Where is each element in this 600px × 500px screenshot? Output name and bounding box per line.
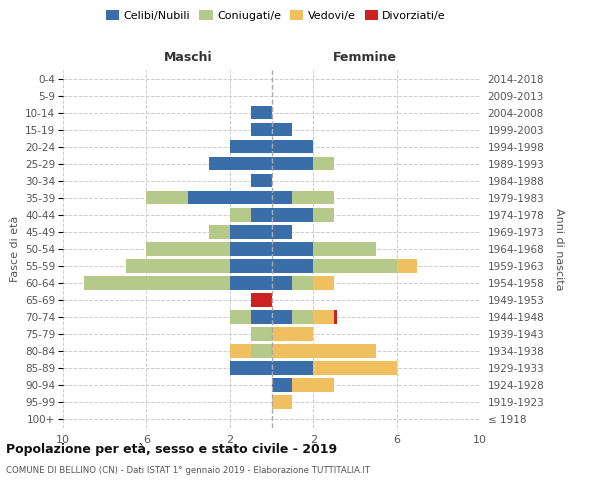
Legend: Celibi/Nubili, Coniugati/e, Vedovi/e, Divorziati/e: Celibi/Nubili, Coniugati/e, Vedovi/e, Di… bbox=[101, 6, 451, 25]
Bar bbox=[84, 276, 230, 289]
Bar bbox=[230, 242, 271, 256]
Bar bbox=[271, 378, 292, 392]
Bar bbox=[251, 344, 271, 358]
Bar bbox=[271, 276, 292, 289]
Y-axis label: Fasce di età: Fasce di età bbox=[10, 216, 20, 282]
Bar bbox=[271, 208, 313, 222]
Text: Popolazione per età, sesso e stato civile - 2019: Popolazione per età, sesso e stato civil… bbox=[6, 442, 337, 456]
Bar bbox=[313, 310, 334, 324]
Bar bbox=[292, 276, 313, 289]
Bar bbox=[125, 259, 230, 272]
Bar bbox=[271, 361, 313, 374]
Bar bbox=[292, 310, 313, 324]
Bar bbox=[251, 174, 271, 188]
Bar bbox=[271, 157, 313, 170]
Bar bbox=[251, 310, 271, 324]
Bar bbox=[188, 191, 271, 204]
Bar bbox=[271, 395, 292, 409]
Bar bbox=[251, 106, 271, 120]
Y-axis label: Anni di nascita: Anni di nascita bbox=[554, 208, 564, 290]
Bar bbox=[271, 225, 292, 238]
Bar bbox=[230, 361, 271, 374]
Bar bbox=[271, 259, 313, 272]
Bar bbox=[230, 310, 251, 324]
Bar bbox=[146, 242, 230, 256]
Bar bbox=[146, 191, 188, 204]
Bar bbox=[313, 276, 334, 289]
Bar bbox=[251, 293, 271, 306]
Bar bbox=[251, 327, 271, 340]
Bar bbox=[271, 327, 313, 340]
Bar bbox=[271, 310, 292, 324]
Bar bbox=[271, 242, 313, 256]
Bar bbox=[209, 225, 230, 238]
Bar bbox=[292, 191, 334, 204]
Bar bbox=[271, 123, 292, 136]
Bar bbox=[230, 140, 271, 153]
Bar bbox=[397, 259, 418, 272]
Bar bbox=[230, 225, 271, 238]
Bar bbox=[230, 259, 271, 272]
Bar bbox=[271, 140, 313, 153]
Text: COMUNE DI BELLINO (CN) - Dati ISTAT 1° gennaio 2019 - Elaborazione TUTTITALIA.IT: COMUNE DI BELLINO (CN) - Dati ISTAT 1° g… bbox=[6, 466, 370, 475]
Bar bbox=[271, 191, 292, 204]
Bar bbox=[292, 378, 334, 392]
Bar bbox=[313, 242, 376, 256]
Text: Femmine: Femmine bbox=[334, 51, 397, 64]
Bar bbox=[313, 208, 334, 222]
Bar bbox=[251, 123, 271, 136]
Text: Maschi: Maschi bbox=[164, 51, 212, 64]
Bar bbox=[230, 276, 271, 289]
Bar bbox=[230, 344, 251, 358]
Bar bbox=[271, 344, 376, 358]
Bar bbox=[209, 157, 271, 170]
Bar bbox=[334, 310, 337, 324]
Bar bbox=[313, 361, 397, 374]
Bar bbox=[313, 259, 397, 272]
Bar bbox=[230, 208, 251, 222]
Bar bbox=[251, 208, 271, 222]
Bar bbox=[313, 157, 334, 170]
